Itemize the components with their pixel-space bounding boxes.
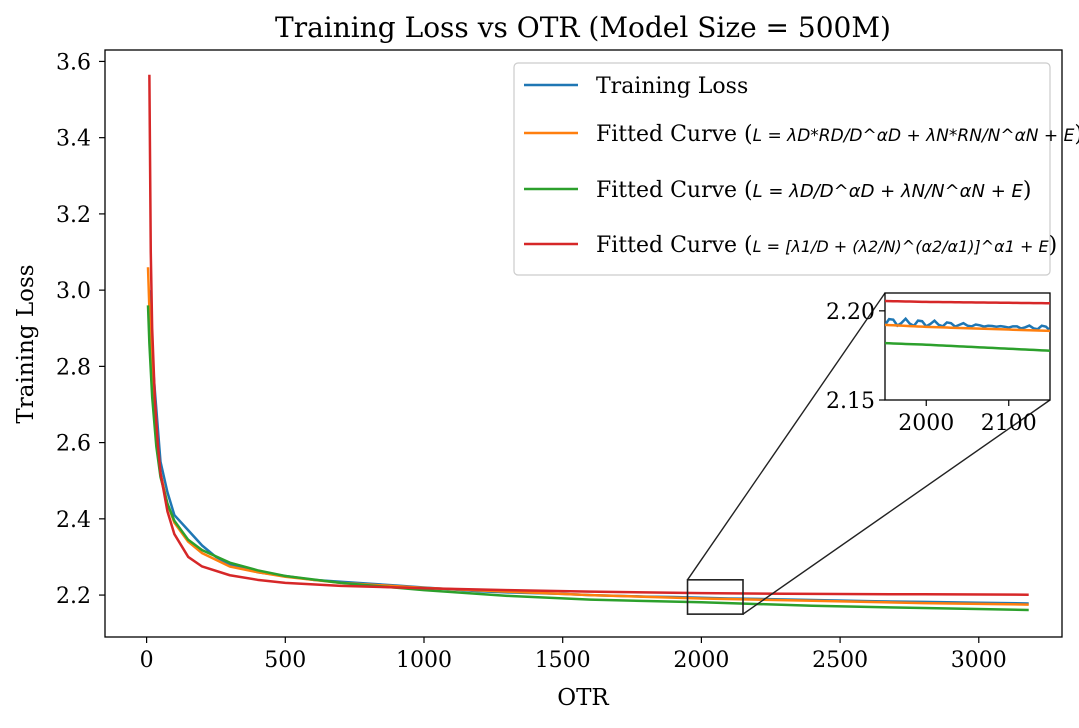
zoom-connector-line	[686, 292, 886, 581]
zoom-indicator	[686, 292, 1051, 615]
y-tick-label: 3.0	[56, 279, 91, 304]
plot-area-frame	[104, 49, 1063, 638]
inset-y-tick-label: 2.15	[826, 389, 875, 414]
inset-x-tick-label: 2000	[898, 411, 954, 436]
x-tick-label: 2000	[673, 648, 729, 673]
inset-x-tick-label: 2100	[981, 411, 1037, 436]
axis-ticks: 0 500 1000 1500 2000 2500 3000 2.2 2.4 2.6 2.8 3.0 3…	[56, 50, 1007, 673]
y-axis-label: Training Loss	[13, 264, 39, 423]
x-tick-label: 3000	[951, 648, 1007, 673]
y-tick-label: 2.2	[56, 584, 91, 609]
legend-label-fitted-curve-2: Fitted Curve (L = λD/D^αD + λN/N^αN + E)	[596, 178, 1032, 203]
legend-label-fitted-curve-1: Fitted Curve (L = λD*RD/D^αD + λN*RN/N^α…	[596, 122, 1079, 147]
x-tick-label: 1500	[535, 648, 591, 673]
legend-label-training-loss: Training Loss	[596, 74, 748, 99]
x-tick-label: 500	[264, 648, 306, 673]
y-tick-label: 2.6	[56, 432, 91, 457]
series-line-fitted-curve-3	[148, 74, 1029, 596]
y-tick-label: 2.8	[56, 355, 91, 380]
x-tick-label: 2500	[812, 648, 868, 673]
x-tick-label: 0	[140, 648, 154, 673]
series-layer	[146, 74, 1029, 612]
inset-series	[885, 299, 1050, 352]
y-tick-label: 3.2	[56, 203, 91, 228]
y-tick-label: 2.4	[56, 508, 91, 533]
inset-line-fitted-curve-3	[885, 299, 1050, 305]
inset-line-fitted-curve-2	[885, 341, 1050, 352]
legend-box	[513, 62, 1051, 276]
zoom-rectangle	[686, 579, 744, 615]
legend: Training Loss Fitted Curve (L = λD*RD/D^…	[513, 62, 1079, 276]
inset-zoom-plot: 2000 2100 2.15 2.20	[826, 292, 1051, 436]
inset-line-fitted-curve-1	[885, 323, 1050, 333]
y-tick-label: 3.4	[56, 127, 91, 152]
x-tick-label: 1000	[396, 648, 452, 673]
zoom-connector-line	[742, 399, 1051, 615]
x-axis-label: OTR	[557, 685, 609, 711]
series-line-fitted-curve-2	[146, 305, 1029, 612]
inset-y-tick-label: 2.20	[826, 300, 875, 325]
legend-label-fitted-curve-3: Fitted Curve (L = [λ1/D + (λ2/N)^(α2/α1)…	[596, 233, 1057, 258]
y-tick-label: 3.6	[56, 50, 91, 75]
chart-title: Training Loss vs OTR (Model Size = 500M)	[275, 11, 891, 44]
